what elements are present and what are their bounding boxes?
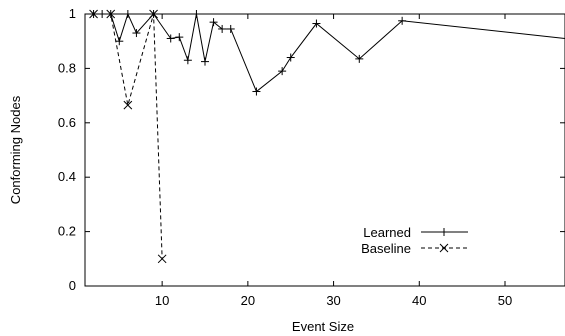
- legend-label-learned: Learned: [363, 225, 411, 240]
- data-point-baseline: [149, 9, 158, 19]
- x-tick-label: 50: [498, 293, 512, 308]
- x-axis-label: Event Size: [292, 319, 354, 334]
- data-point-baseline: [157, 254, 167, 264]
- series-layer: [89, 9, 565, 264]
- y-tick-label: 0.4: [58, 169, 76, 184]
- y-tick-label: 0.6: [58, 115, 76, 130]
- axes: 0 0.2 0.4 0.6 0.8 1 10 20 30 40 50: [58, 6, 565, 308]
- series-line-baseline: [93, 13, 163, 259]
- y-tick-label: 1: [69, 6, 76, 21]
- data-point-baseline: [89, 9, 98, 19]
- y-tick-label: 0: [69, 278, 76, 293]
- legend-label-baseline: Baseline: [361, 241, 411, 256]
- x-tick-label: 40: [412, 293, 426, 308]
- series-baseline: [89, 9, 167, 264]
- y-tick-label: 0.2: [58, 224, 76, 239]
- x-tick-label: 30: [326, 293, 340, 308]
- data-point-baseline: [123, 100, 133, 110]
- y-axis-label: Conforming Nodes: [8, 95, 23, 204]
- data-point-baseline: [106, 9, 116, 19]
- legend-marker-baseline: [439, 243, 449, 253]
- y-tick-label: 0.8: [58, 60, 76, 75]
- x-tick-label: 10: [155, 293, 169, 308]
- series-line-learned: [93, 12, 565, 93]
- plot-frame: [84, 13, 565, 287]
- series-learned: [89, 10, 565, 96]
- x-tick-label: 20: [241, 293, 255, 308]
